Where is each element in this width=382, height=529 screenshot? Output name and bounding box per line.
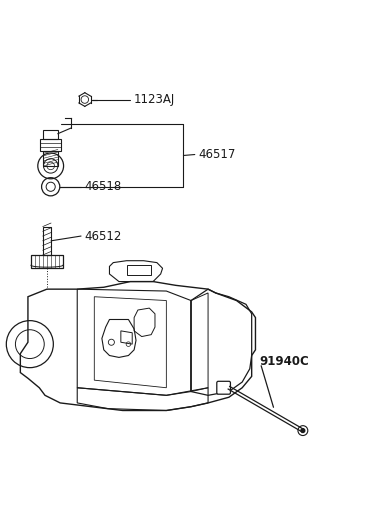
Bar bbox=[44, 130, 58, 139]
Bar bbox=[43, 226, 51, 255]
Text: 46517: 46517 bbox=[199, 148, 236, 161]
Bar bbox=[44, 151, 58, 166]
Text: 1123AJ: 1123AJ bbox=[134, 93, 175, 106]
Text: 91940C: 91940C bbox=[259, 355, 309, 368]
Circle shape bbox=[301, 428, 305, 433]
Bar bbox=[40, 139, 61, 151]
FancyBboxPatch shape bbox=[217, 381, 230, 394]
Text: 46518: 46518 bbox=[85, 180, 122, 193]
Bar bbox=[126, 264, 151, 275]
Text: 46512: 46512 bbox=[85, 230, 122, 243]
Bar bbox=[31, 255, 63, 268]
